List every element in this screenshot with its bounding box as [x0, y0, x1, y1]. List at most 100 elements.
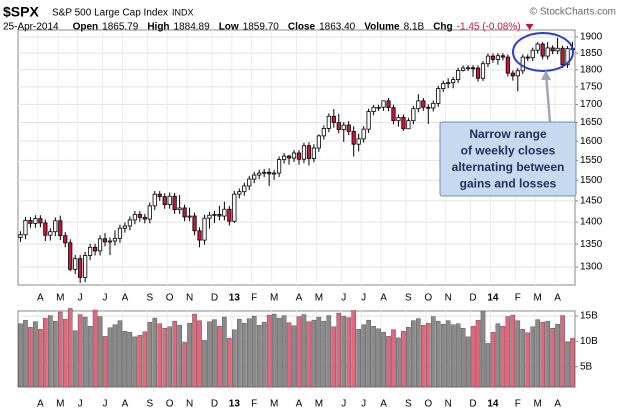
- volume-bar: [465, 336, 471, 388]
- volume-bar: [455, 323, 461, 388]
- candle-body: [202, 217, 207, 241]
- x-tick-label: 14: [487, 399, 499, 410]
- candle-body: [212, 213, 217, 216]
- volume-bar: [401, 331, 406, 388]
- x-tick-label: M: [315, 399, 323, 410]
- volume-bar: [197, 320, 202, 388]
- quote-value: -1.45 (-0.08%): [457, 22, 521, 33]
- quote-label: Volume: [364, 22, 400, 33]
- volume-bar: [391, 329, 396, 388]
- volume-bar: [396, 337, 401, 388]
- y-tick-label: 5B: [580, 361, 593, 372]
- y-tick-label: 1800: [580, 64, 603, 75]
- volume-bar: [87, 326, 93, 388]
- candle-body: [321, 128, 326, 137]
- volume-bar: [207, 321, 212, 388]
- volume-bar: [485, 343, 491, 388]
- volume-bar: [177, 324, 182, 388]
- candle-body: [58, 220, 63, 237]
- volume-bar: [555, 323, 560, 388]
- candle-body: [197, 230, 202, 241]
- candle-body: [38, 218, 43, 224]
- volume-bar: [525, 332, 531, 388]
- volume-bar: [127, 332, 133, 388]
- y-tick-label: 1600: [580, 136, 603, 147]
- volume-bar: [406, 327, 411, 388]
- candle-body: [301, 145, 307, 160]
- annotation: Narrow range of weekly closes alternating …: [452, 127, 565, 191]
- candle-body: [167, 195, 172, 205]
- y-tick-label: 1300: [580, 262, 603, 273]
- candle-body: [500, 55, 505, 58]
- volume-bar: [326, 315, 332, 388]
- volume-bar: [18, 323, 23, 388]
- volume-bar: [346, 317, 352, 388]
- x-tick-label: O: [166, 399, 174, 410]
- candle-body: [78, 258, 83, 278]
- y-tick-label: 1750: [580, 81, 603, 92]
- candle-body: [520, 56, 525, 72]
- x-tick-label: S: [146, 399, 153, 410]
- y-tick-label: 1900: [580, 32, 603, 43]
- volume-bar: [147, 321, 153, 388]
- candle-body: [396, 116, 401, 122]
- x-tick-label: F: [515, 399, 521, 410]
- candle-body: [401, 116, 406, 130]
- volume-bar: [107, 327, 113, 388]
- volume-bar: [112, 324, 118, 388]
- candle-body: [550, 47, 555, 52]
- volume-bar: [72, 330, 78, 388]
- volume-bar: [237, 318, 242, 388]
- candle-body: [152, 193, 157, 207]
- volume-bar: [97, 316, 103, 388]
- quote-label: Close: [288, 22, 316, 33]
- candle-body: [232, 193, 237, 222]
- x-tick-label: J: [103, 293, 108, 304]
- volume-bar: [53, 320, 58, 388]
- candle-body: [411, 108, 416, 122]
- x-tick-label: S: [405, 399, 412, 410]
- volume-bar: [28, 327, 33, 388]
- quote-label: Low: [219, 22, 239, 33]
- y-tick-label: 1450: [580, 195, 603, 206]
- x-tick-label: O: [424, 399, 432, 410]
- down-arrow: [525, 24, 534, 30]
- candle-body: [217, 213, 222, 217]
- volume-bar: [33, 321, 38, 388]
- candle-body: [341, 124, 346, 130]
- volume-bar: [331, 326, 337, 388]
- volume-bar: [271, 313, 277, 388]
- grid: [18, 30, 578, 387]
- candle-body: [73, 258, 78, 270]
- x-tick-label: J: [361, 399, 366, 410]
- quote: Open 1865.79 High 1884.89 Low 1859.70 Close 186…: [73, 22, 534, 33]
- candle-body: [83, 255, 88, 278]
- volume-bar: [366, 319, 371, 388]
- candle-body: [252, 174, 257, 180]
- candle-body: [540, 43, 545, 57]
- candle-body: [555, 47, 560, 52]
- volume-bar: [311, 319, 317, 388]
- x-tick-label: M: [534, 399, 542, 410]
- x-tick-label: A: [554, 293, 561, 304]
- volume-bar: [23, 319, 28, 388]
- candle-body: [441, 82, 446, 89]
- volume-bar: [470, 326, 476, 388]
- x-tick-label: S: [405, 293, 412, 304]
- candle-body: [291, 152, 297, 159]
- candle-body: [147, 205, 152, 220]
- x-tick-label: A: [296, 399, 303, 410]
- volume-bar: [57, 311, 63, 388]
- volume-bar: [281, 315, 287, 388]
- candle-body: [33, 218, 38, 224]
- volume-bar: [246, 318, 252, 388]
- candle-body: [515, 70, 520, 77]
- x-tick-label: 13: [229, 293, 241, 304]
- volume-bar: [132, 336, 138, 388]
- source: © StockCharts.com: [530, 7, 616, 18]
- volume-bar: [445, 320, 451, 388]
- volume-bar: [261, 321, 267, 388]
- candle-body: [162, 196, 167, 205]
- candle-body: [346, 124, 351, 132]
- volume-bar: [510, 314, 516, 388]
